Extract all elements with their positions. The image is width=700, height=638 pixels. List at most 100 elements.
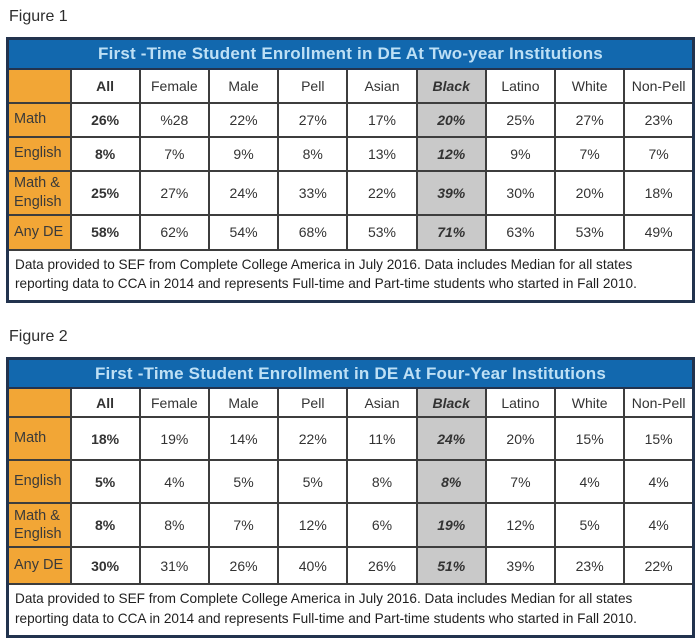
data-cell: 22% — [346, 169, 418, 216]
table-footnote: Data provided to SEF from Complete Colle… — [6, 248, 695, 303]
table-title: First -Time Student Enrollment in DE At … — [6, 357, 695, 390]
table-footnote-row: Data provided to SEF from Complete Colle… — [6, 248, 695, 303]
data-cell: 27% — [554, 101, 626, 138]
data-cell: 5% — [277, 459, 349, 505]
table-row-math-english: Math & English 8% 8% 7% 12% 6% 19% 12% 5… — [6, 502, 695, 549]
data-cell: 20% — [554, 169, 626, 216]
column-header-latino: Latino — [484, 387, 557, 419]
data-cell: 26% — [69, 101, 141, 138]
data-cell: 30% — [69, 546, 141, 586]
data-cell: 18% — [69, 416, 141, 462]
data-cell: 5% — [69, 459, 141, 505]
column-header-all: All — [69, 387, 141, 419]
table-title-row: First -Time Student Enrollment in DE At … — [6, 37, 695, 70]
data-cell: 8% — [346, 459, 418, 505]
data-cell: 25% — [69, 169, 141, 216]
data-cell: 30% — [484, 169, 557, 216]
data-cell: 11% — [346, 416, 418, 462]
data-cell: 14% — [207, 416, 280, 462]
data-cell: 71% — [415, 213, 487, 251]
data-cell: 23% — [623, 101, 695, 138]
data-cell: 23% — [554, 546, 626, 586]
data-cell: 4% — [554, 459, 626, 505]
column-header-female: Female — [138, 67, 210, 104]
table-footnote-row: Data provided to SEF from Complete Colle… — [6, 583, 695, 638]
row-label-english: English — [6, 459, 72, 505]
table-footnote: Data provided to SEF from Complete Colle… — [6, 583, 695, 638]
data-cell: 9% — [484, 135, 557, 172]
data-cell: 8% — [69, 502, 141, 549]
column-header-male: Male — [207, 67, 280, 104]
data-cell: 8% — [415, 459, 487, 505]
row-label-any-de: Any DE — [6, 213, 72, 251]
data-cell: 27% — [277, 101, 349, 138]
data-cell: 7% — [484, 459, 557, 505]
data-cell: 39% — [484, 546, 557, 586]
column-header-row: All Female Male Pell Asian Black Latino … — [6, 387, 695, 419]
data-cell: 8% — [69, 135, 141, 172]
data-cell: 17% — [346, 101, 418, 138]
corner-cell — [6, 387, 72, 419]
row-label-math-english: Math & English — [6, 169, 72, 216]
column-header-latino: Latino — [484, 67, 557, 104]
figure-1-label: Figure 1 — [9, 8, 68, 25]
data-cell: 53% — [346, 213, 418, 251]
column-header-black: Black — [415, 67, 487, 104]
data-cell: 22% — [277, 416, 349, 462]
data-cell: 22% — [207, 101, 280, 138]
column-header-all: All — [69, 67, 141, 104]
data-cell: 5% — [554, 502, 626, 549]
data-cell: 26% — [207, 546, 280, 586]
data-cell: 15% — [554, 416, 626, 462]
data-cell: 68% — [277, 213, 349, 251]
column-header-asian: Asian — [346, 67, 418, 104]
table-title: First -Time Student Enrollment in DE At … — [6, 37, 695, 70]
data-cell: 19% — [415, 502, 487, 549]
row-label-math: Math — [6, 416, 72, 462]
data-cell: 49% — [623, 213, 695, 251]
data-cell: 7% — [207, 502, 280, 549]
data-cell: 4% — [138, 459, 210, 505]
data-cell: 18% — [623, 169, 695, 216]
figure-2-label: Figure 2 — [9, 327, 68, 345]
two-year-enrollment-table: First -Time Student Enrollment in DE At … — [6, 37, 695, 303]
data-cell: 7% — [623, 135, 695, 172]
row-label-english: English — [6, 135, 72, 172]
column-header-nonpell: Non-Pell — [623, 387, 695, 419]
column-header-asian: Asian — [346, 387, 418, 419]
data-cell: 19% — [138, 416, 210, 462]
data-cell: %28 — [138, 101, 210, 138]
data-cell: 9% — [207, 135, 280, 172]
data-cell: 53% — [554, 213, 626, 251]
row-label-math: Math — [6, 101, 72, 138]
data-cell: 12% — [277, 502, 349, 549]
data-cell: 8% — [138, 502, 210, 549]
data-cell: 24% — [415, 416, 487, 462]
row-label-math-english: Math & English — [6, 502, 72, 549]
data-cell: 27% — [138, 169, 210, 216]
corner-cell — [6, 67, 72, 104]
column-header-pell: Pell — [277, 67, 349, 104]
data-cell: 4% — [623, 459, 695, 505]
data-cell: 51% — [415, 546, 487, 586]
data-cell: 62% — [138, 213, 210, 251]
table-row-math: Math 18% 19% 14% 22% 11% 24% 20% 15% 15% — [6, 416, 695, 462]
data-cell: 22% — [623, 546, 695, 586]
data-cell: 12% — [484, 502, 557, 549]
data-cell: 24% — [207, 169, 280, 216]
table-row-any-de: Any DE 58% 62% 54% 68% 53% 71% 63% 53% 4… — [6, 213, 695, 251]
data-cell: 12% — [415, 135, 487, 172]
data-cell: 13% — [346, 135, 418, 172]
data-cell: 33% — [277, 169, 349, 216]
table-row-math-english: Math & English 25% 27% 24% 33% 22% 39% 3… — [6, 169, 695, 216]
data-cell: 39% — [415, 169, 487, 216]
data-cell: 31% — [138, 546, 210, 586]
data-cell: 63% — [484, 213, 557, 251]
four-year-enrollment-table: First -Time Student Enrollment in DE At … — [6, 356, 695, 638]
column-header-female: Female — [138, 387, 210, 419]
table-row-english: English 5% 4% 5% 5% 8% 8% 7% 4% 4% — [6, 459, 695, 505]
data-cell: 7% — [138, 135, 210, 172]
table-row-any-de: Any DE 30% 31% 26% 40% 26% 51% 39% 23% 2… — [6, 546, 695, 586]
table-row-english: English 8% 7% 9% 8% 13% 12% 9% 7% 7% — [6, 135, 695, 172]
